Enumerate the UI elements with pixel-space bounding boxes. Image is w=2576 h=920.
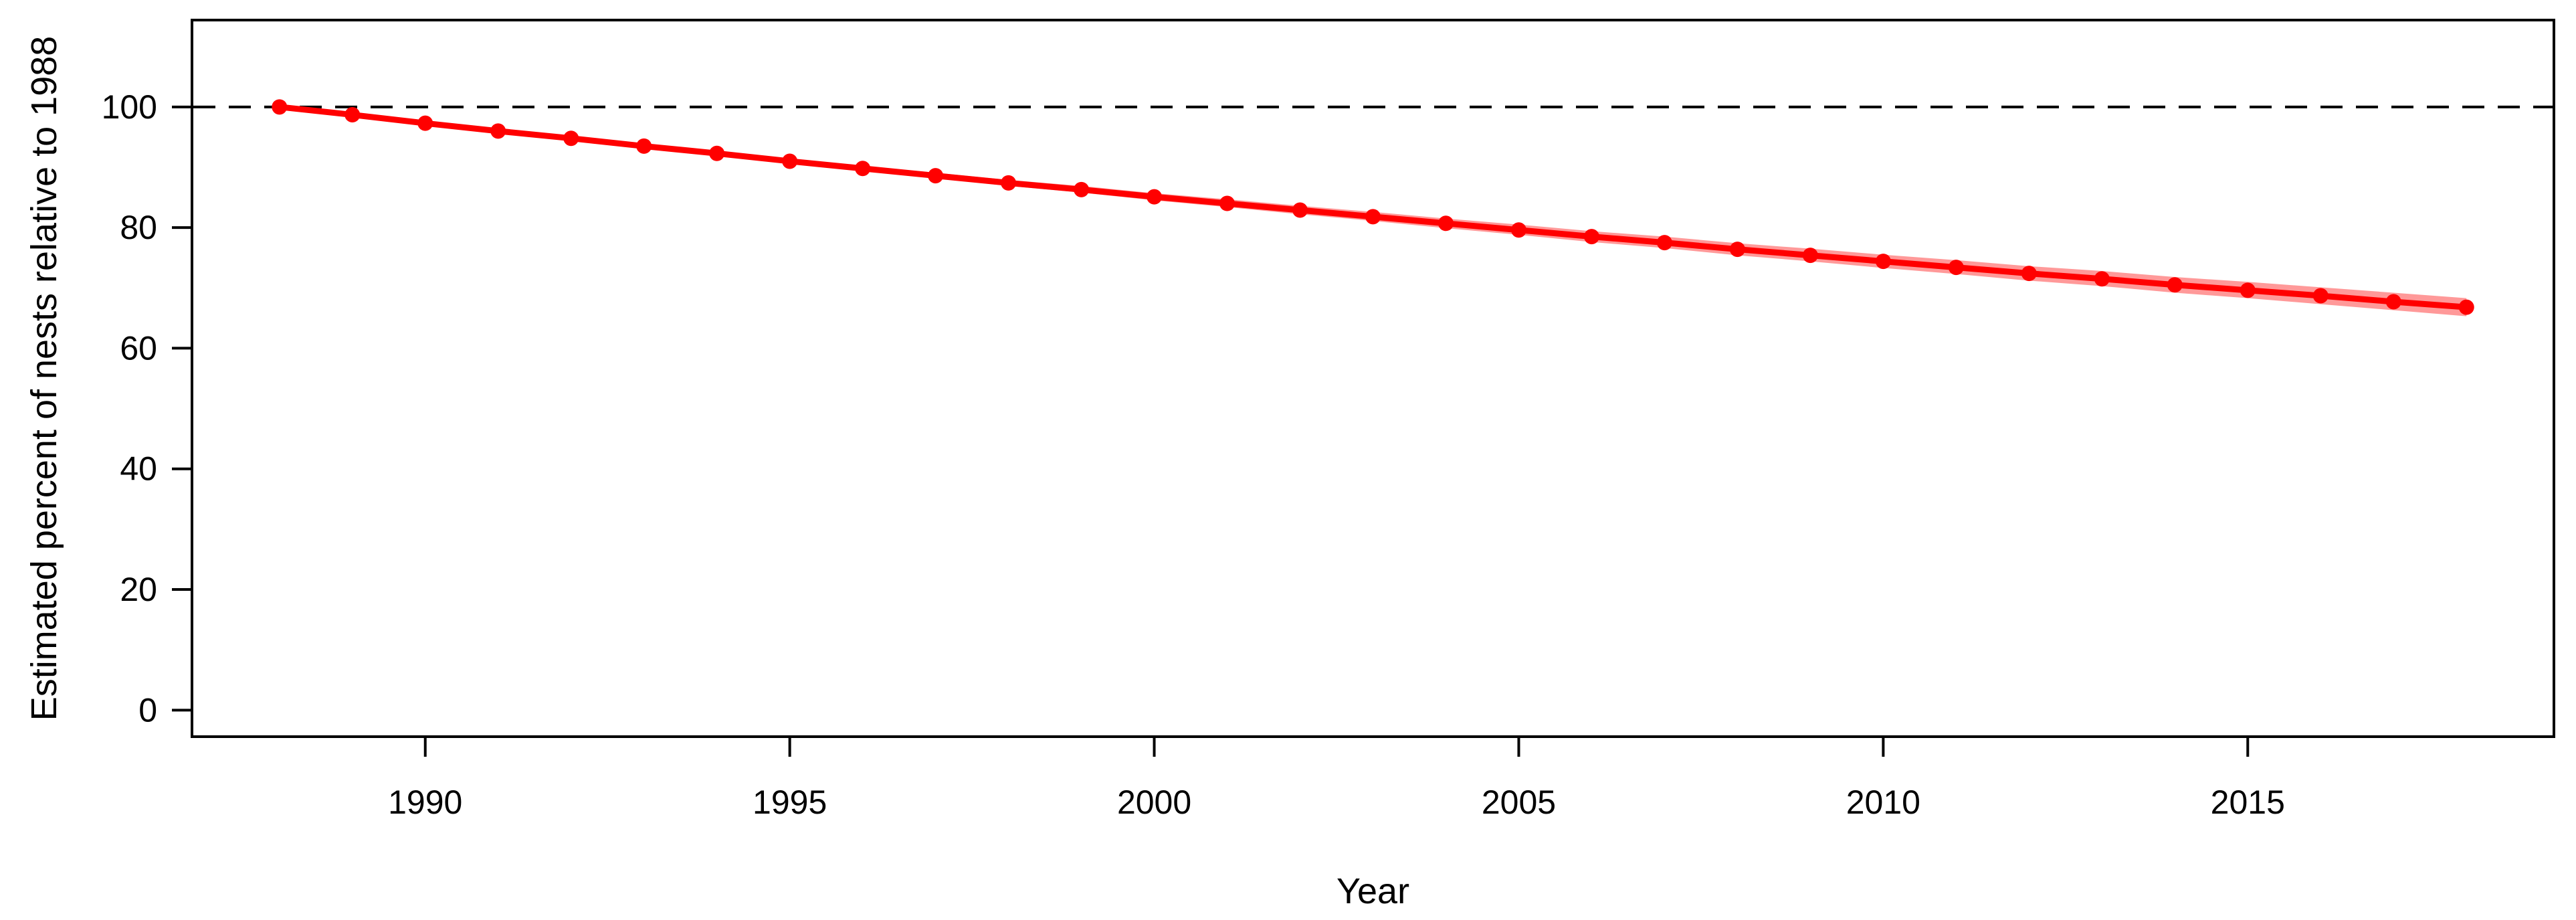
data-point <box>2167 277 2183 293</box>
data-points <box>272 99 2474 315</box>
plot-border <box>191 19 2555 738</box>
data-point <box>1147 189 1163 205</box>
x-axis-title: Year <box>1336 871 1409 911</box>
x-tick-label: 1995 <box>753 784 827 821</box>
data-point <box>1438 215 1454 232</box>
y-tick-label: 20 <box>120 571 157 608</box>
data-point <box>2385 294 2401 310</box>
data-point <box>709 145 725 161</box>
x-tick-label: 1990 <box>388 784 462 821</box>
data-point <box>417 115 433 131</box>
x-tick-label: 2015 <box>2211 784 2285 821</box>
x-tick-label: 2005 <box>1482 784 1556 821</box>
data-point <box>2094 271 2110 287</box>
data-point <box>2458 299 2474 315</box>
data-point <box>1219 195 1235 211</box>
data-point <box>1292 202 1308 218</box>
data-point <box>928 168 944 184</box>
data-point <box>1802 248 1818 264</box>
data-point <box>1875 254 1891 270</box>
data-point <box>1074 181 1090 197</box>
x-axis: 1990 1995 2000 2005 2010 2015 <box>388 737 2285 821</box>
data-point <box>782 153 798 169</box>
data-point <box>1948 260 1964 276</box>
y-tick-label: 40 <box>120 450 157 488</box>
data-point <box>563 130 579 147</box>
data-point <box>636 138 652 154</box>
data-point <box>272 99 288 115</box>
data-point <box>344 107 361 123</box>
data-point <box>2021 266 2037 282</box>
y-tick-label: 100 <box>102 88 157 126</box>
y-axis-title: Estimated percent of nests relative to 1… <box>24 36 64 721</box>
y-tick-label: 80 <box>120 209 157 246</box>
y-tick-label: 0 <box>138 691 157 729</box>
data-point <box>1001 175 1017 191</box>
data-point <box>1583 229 1599 245</box>
data-point <box>2240 282 2256 298</box>
data-point <box>855 161 871 177</box>
x-tick-label: 2000 <box>1117 784 1191 821</box>
data-point <box>1510 222 1526 238</box>
y-tick-label: 60 <box>120 329 157 367</box>
data-point <box>1656 235 1672 251</box>
data-point <box>2312 288 2329 304</box>
data-point <box>1365 209 1381 225</box>
y-axis: 0 20 40 60 80 100 <box>102 88 192 729</box>
data-point <box>490 123 506 139</box>
data-point <box>1729 242 1745 258</box>
x-tick-label: 2010 <box>1846 784 1920 821</box>
